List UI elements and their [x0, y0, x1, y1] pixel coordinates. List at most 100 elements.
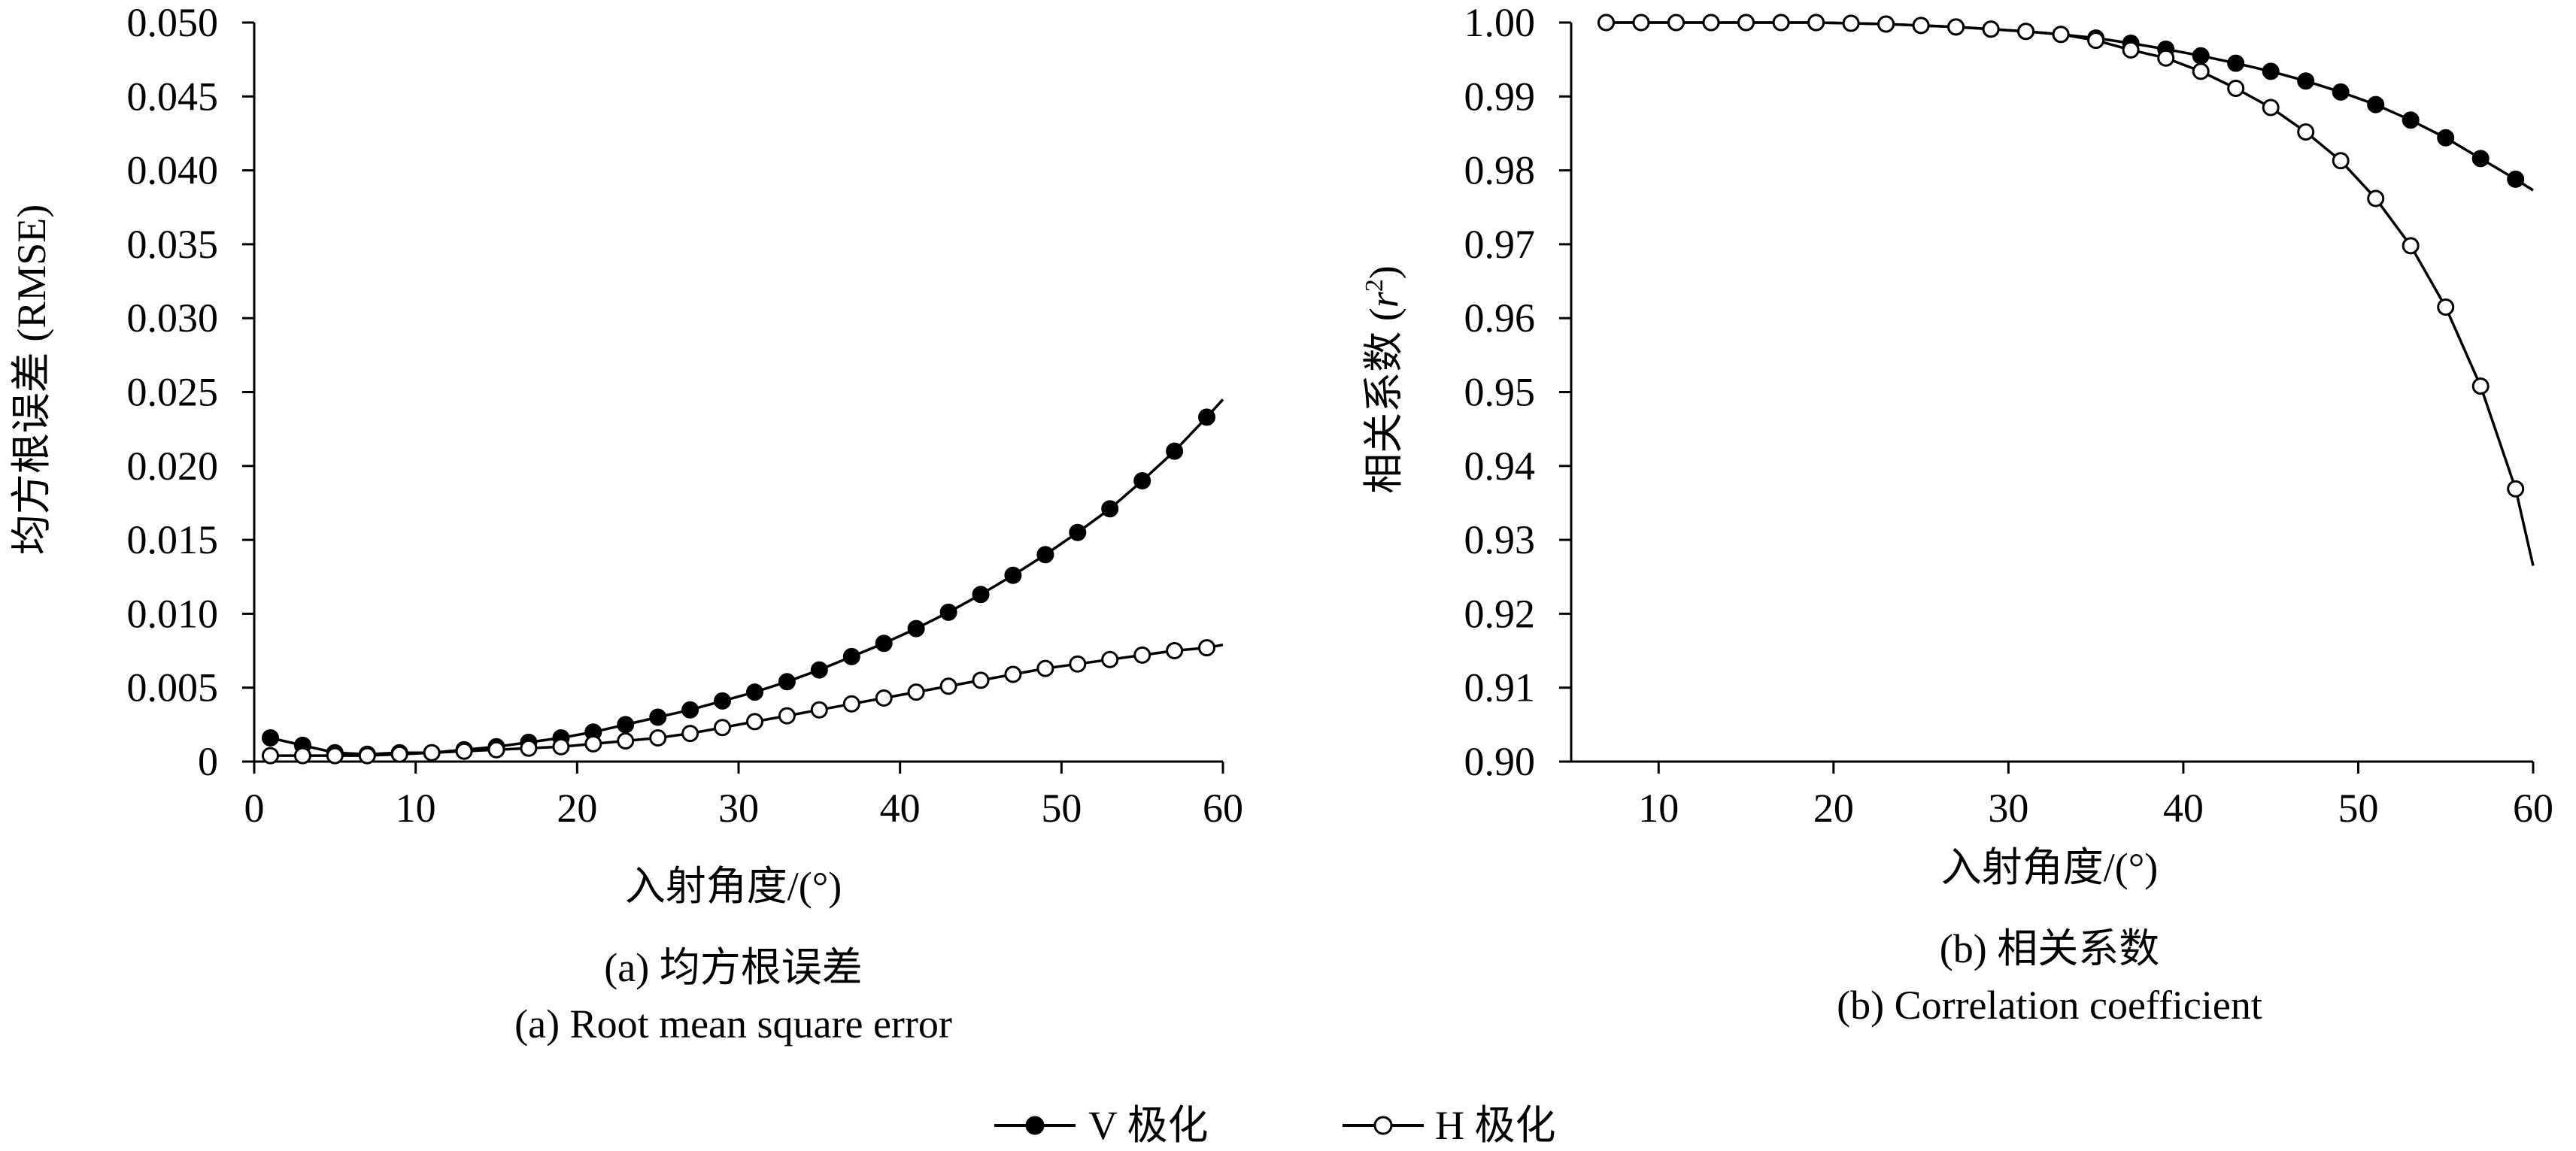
- legend-item-h: H 极化: [1343, 1103, 1556, 1148]
- data-point-h: [552, 738, 570, 756]
- data-point-h: [2332, 152, 2350, 170]
- x-tick-label: 50: [2338, 786, 2378, 831]
- legend-label-v: V 极化: [1088, 1103, 1209, 1148]
- data-point-h: [520, 739, 538, 757]
- data-point-h: [423, 744, 441, 762]
- data-point-h: [1772, 14, 1790, 32]
- data-point-h: [1004, 665, 1022, 683]
- y-tick-label: 1.00: [1464, 0, 1536, 45]
- legend: V 极化 H 极化: [994, 1103, 1556, 1148]
- data-point-v: [2227, 54, 2245, 72]
- data-point-h: [972, 671, 990, 689]
- data-point-h: [2402, 237, 2420, 255]
- data-point-h: [1632, 14, 1650, 32]
- data-point-v: [2367, 95, 2385, 114]
- y-tick-label: 0.98: [1464, 148, 1536, 193]
- data-point-h: [1133, 646, 1151, 664]
- y-tick-label: 0.020: [127, 444, 219, 489]
- data-point-h: [2192, 62, 2210, 80]
- y-tick-label: 0.90: [1464, 739, 1536, 784]
- x-tick-label: 0: [244, 786, 265, 831]
- data-point-h: [1597, 14, 1615, 32]
- data-point-v: [1036, 546, 1054, 564]
- panel-a: 0 10 20 30 40 50 60 0 0.005 0.010 0.015 0.020 0.025…: [9, 0, 1243, 1047]
- data-point-h: [1947, 18, 1965, 36]
- data-point-v: [2192, 47, 2210, 65]
- panel-b-y-axis-title-main: 相关系数 (: [1361, 307, 1406, 493]
- data-point-v: [617, 716, 635, 734]
- data-point-h: [617, 732, 635, 750]
- panel-a-x-axis-title: 入射角度/(°): [625, 864, 842, 909]
- data-point-h: [681, 725, 699, 743]
- data-point-h: [2087, 32, 2105, 50]
- panel-b-y-axis-title-var: r: [1361, 291, 1406, 307]
- data-point-v: [262, 729, 279, 747]
- data-point-v: [2507, 170, 2525, 188]
- data-point-h: [746, 713, 763, 731]
- data-point-h: [2227, 80, 2245, 97]
- data-point-h: [358, 747, 376, 765]
- data-point-v: [810, 661, 828, 679]
- data-point-h: [1166, 642, 1184, 659]
- data-point-h: [842, 695, 860, 713]
- data-point-v: [681, 701, 699, 719]
- data-point-h: [455, 742, 473, 760]
- data-point-h: [584, 735, 602, 753]
- data-point-h: [2367, 189, 2385, 207]
- series-line-v: [270, 398, 1224, 756]
- panel-b-y-axis-title-close: ): [1361, 265, 1406, 279]
- x-tick-label: 10: [396, 786, 436, 831]
- y-tick-label: 0: [198, 739, 218, 784]
- x-tick-label: 40: [2163, 786, 2204, 831]
- data-point-v: [1101, 500, 1119, 518]
- y-tick-label: 0.97: [1464, 222, 1536, 267]
- data-point-h: [262, 747, 279, 765]
- data-point-h: [390, 745, 408, 763]
- data-point-h: [1702, 14, 1720, 32]
- data-point-v: [972, 586, 990, 604]
- data-point-v: [1133, 472, 1151, 489]
- data-point-h: [293, 747, 311, 765]
- panel-a-x-ticks: 0 10 20 30 40 50 60: [244, 762, 1243, 831]
- y-tick-label: 0.045: [127, 74, 219, 119]
- x-tick-label: 10: [1638, 786, 1679, 831]
- data-point-h: [1069, 655, 1087, 673]
- x-tick-label: 60: [2513, 786, 2553, 831]
- data-point-h: [1737, 14, 1755, 32]
- panel-a-series: [262, 398, 1224, 765]
- panel-b: 10 20 30 40 50 60 0.900.910.920.930.940.950.9…: [1361, 0, 2553, 1028]
- y-tick-label: 0.91: [1464, 665, 1536, 710]
- panel-a-y-ticks: 0 0.005 0.010 0.015 0.020 0.025 0.030 0.035 0.04…: [127, 0, 254, 784]
- y-tick-label: 0.92: [1464, 591, 1536, 636]
- series-line-v: [1606, 21, 2534, 192]
- data-point-h: [649, 729, 667, 747]
- panel-a-y-axis-title: 均方根误差 (RMSE): [9, 204, 54, 556]
- data-point-v: [714, 692, 731, 710]
- panel-b-axes: [1570, 23, 2533, 763]
- y-tick-label: 0.99: [1464, 74, 1536, 119]
- x-tick-label: 40: [880, 786, 921, 831]
- data-point-h: [1877, 15, 1895, 33]
- data-point-v: [1198, 408, 1215, 426]
- legend-label-h: H 极化: [1435, 1103, 1556, 1148]
- data-point-h: [2157, 49, 2175, 67]
- data-point-v: [778, 673, 796, 691]
- legend-marker-v: [1025, 1116, 1045, 1135]
- panel-b-y-ticks: 0.90 0.91 0.92 0.93 0.94 0.95 0.96 0.97 0.98 0.99…: [1464, 0, 1571, 784]
- data-point-h: [907, 683, 925, 701]
- panel-b-y-axis-title-sup: 2: [1361, 279, 1388, 292]
- data-point-v: [2332, 83, 2350, 101]
- data-point-h: [2052, 26, 2070, 44]
- data-point-h: [2297, 123, 2315, 141]
- data-point-h: [778, 707, 796, 725]
- x-tick-label: 50: [1041, 786, 1082, 831]
- panel-b-caption-zh: (b) 相关系数: [1940, 926, 2159, 971]
- data-point-v: [2297, 72, 2315, 90]
- y-tick-label: 0.93: [1464, 517, 1536, 562]
- data-point-h: [939, 677, 957, 695]
- data-point-h: [2122, 41, 2140, 59]
- data-point-v: [842, 647, 860, 665]
- y-tick-label: 0.005: [127, 665, 219, 710]
- data-point-v: [939, 603, 957, 621]
- data-point-v: [649, 708, 667, 726]
